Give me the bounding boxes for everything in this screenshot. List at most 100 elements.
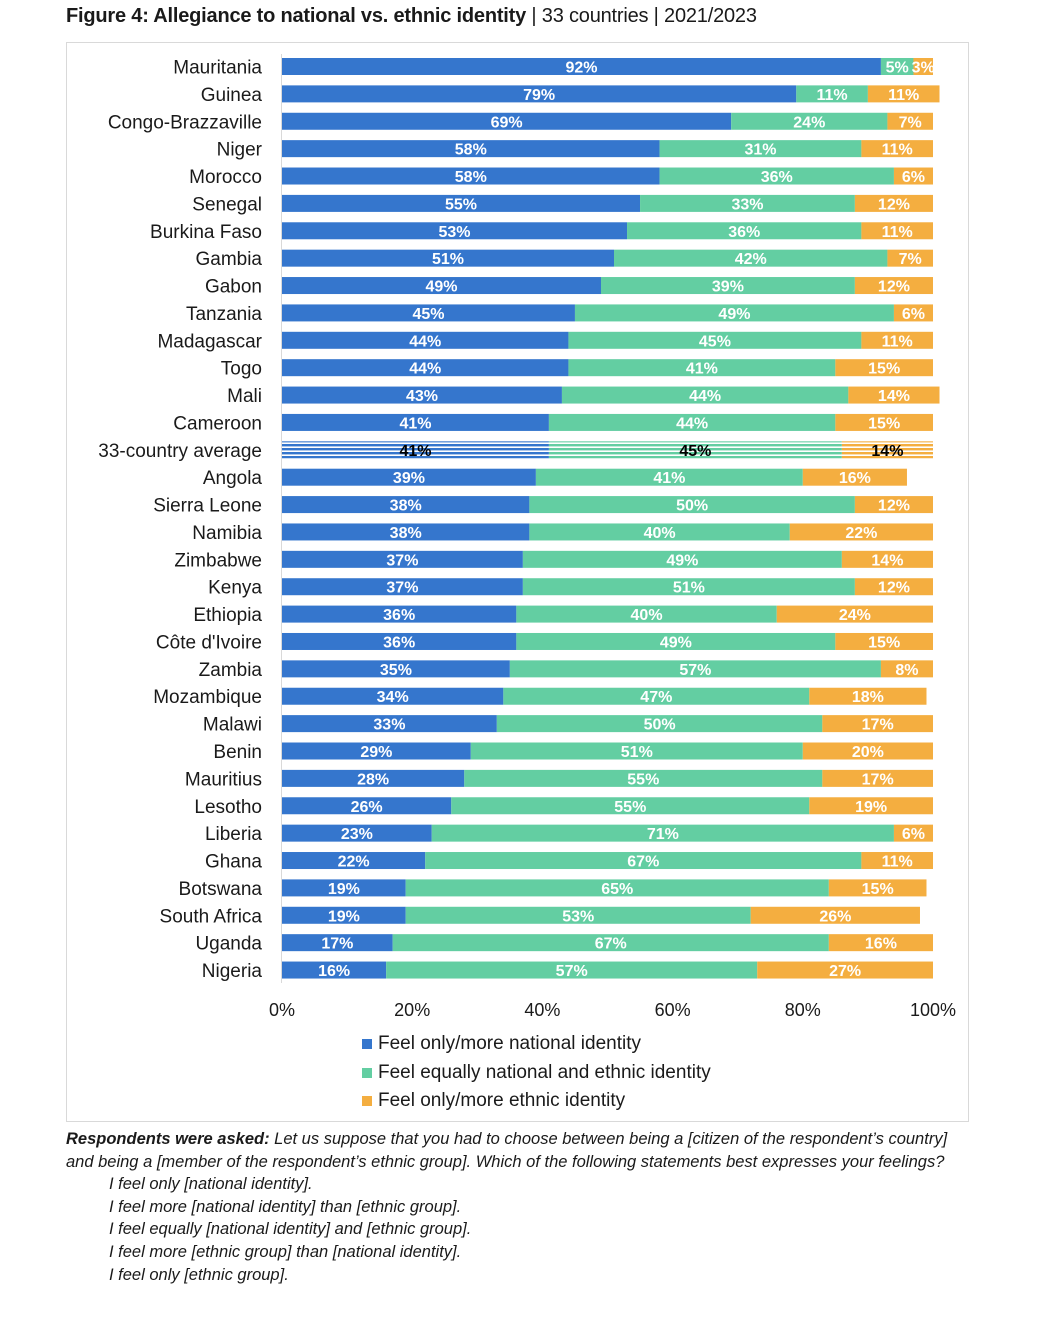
data-label: 14% bbox=[878, 388, 910, 405]
data-label: 51% bbox=[621, 744, 653, 761]
x-axis-ticks: 0% 20% 40% 60% 80% 100% bbox=[269, 1000, 956, 1020]
bar-segment-national bbox=[282, 578, 523, 596]
bar-segment-equal bbox=[522, 550, 842, 568]
bar-segment-national bbox=[282, 934, 393, 952]
note-option: I feel only [national identity]. bbox=[109, 1175, 313, 1194]
bar-segment-ethnic bbox=[893, 304, 933, 322]
data-label: 92% bbox=[565, 60, 597, 77]
bar-segment-ethnic bbox=[750, 906, 920, 924]
bar-segment-national bbox=[282, 879, 406, 897]
bar-segment-equal bbox=[464, 769, 823, 787]
bar-segment-national bbox=[282, 85, 797, 103]
data-label: 57% bbox=[556, 963, 588, 980]
bar-segment-ethnic bbox=[854, 578, 933, 596]
category-label: Cameroon bbox=[173, 413, 262, 434]
data-label: 35% bbox=[380, 662, 412, 679]
bar-segment-equal bbox=[529, 496, 855, 514]
category-label: Benin bbox=[213, 742, 262, 763]
note-option: I feel only [ethnic group]. bbox=[109, 1265, 289, 1284]
data-label: 58% bbox=[455, 142, 487, 159]
data-label: 31% bbox=[744, 142, 776, 159]
legend-swatch-ethnic bbox=[362, 1096, 372, 1107]
x-tick-label: 100% bbox=[910, 1000, 956, 1020]
data-label: 16% bbox=[865, 936, 897, 953]
bar-segment-equal bbox=[516, 632, 836, 650]
bar-segment-ethnic bbox=[848, 386, 940, 404]
bar-segment-national bbox=[282, 687, 504, 705]
data-label: 49% bbox=[425, 279, 457, 296]
data-label: 41% bbox=[653, 470, 685, 487]
category-labels: Mauritania Guinea Congo-Brazzaville Niger Mo… bbox=[98, 58, 262, 983]
bar-segment-equal bbox=[529, 523, 790, 541]
bar-segment-national bbox=[282, 632, 517, 650]
survey-question-note: Respondents were asked: Let us suppose t… bbox=[66, 1128, 976, 1286]
bar-segment-equal bbox=[796, 85, 868, 103]
bar-segment-national bbox=[282, 550, 523, 568]
bar-segment-national bbox=[282, 222, 628, 240]
bar-segment-equal bbox=[574, 304, 894, 322]
legend-item-ethnic: Feel only/more ethnic identity bbox=[362, 1087, 711, 1116]
data-label: 11% bbox=[882, 142, 913, 159]
category-label: Burkina Faso bbox=[150, 222, 262, 243]
bar-segment-equal bbox=[659, 140, 862, 158]
data-label: 29% bbox=[360, 744, 392, 761]
bar-segment-national bbox=[282, 797, 452, 815]
bar-segment-equal bbox=[731, 112, 888, 130]
legend-swatch-equal bbox=[362, 1067, 372, 1078]
data-label: 12% bbox=[878, 279, 910, 296]
data-label: 24% bbox=[839, 607, 871, 624]
bar-segment-ethnic bbox=[893, 167, 933, 185]
bar-segment-national bbox=[282, 824, 432, 842]
data-label: 49% bbox=[660, 634, 692, 651]
bar-segment-ethnic bbox=[893, 824, 933, 842]
category-label: Kenya bbox=[208, 578, 262, 599]
bar-segment-equal bbox=[614, 249, 888, 267]
data-label: 15% bbox=[868, 415, 900, 432]
figure-title: Figure 4: Allegiance to national vs. eth… bbox=[66, 5, 757, 28]
data-label: 15% bbox=[862, 881, 894, 898]
bar-segment-ethnic bbox=[867, 85, 940, 103]
x-tick-label: 20% bbox=[394, 1000, 430, 1020]
data-label: 12% bbox=[878, 196, 910, 213]
bar-segment-national bbox=[282, 249, 615, 267]
x-tick-label: 80% bbox=[785, 1000, 821, 1020]
category-label: Mali bbox=[227, 386, 262, 407]
category-label: Niger bbox=[217, 140, 263, 161]
category-label: Morocco bbox=[189, 167, 262, 188]
bar-segment-ethnic bbox=[841, 550, 933, 568]
data-label: 16% bbox=[318, 963, 350, 980]
category-label: South Africa bbox=[160, 906, 263, 927]
data-label: 40% bbox=[644, 525, 676, 542]
data-label: 18% bbox=[852, 689, 884, 706]
data-label: 11% bbox=[817, 87, 848, 104]
data-label: 45% bbox=[412, 306, 444, 323]
data-label: 33% bbox=[731, 196, 763, 213]
data-label: 55% bbox=[445, 196, 477, 213]
bar-segment-ethnic bbox=[854, 194, 933, 212]
bar-segment-national bbox=[282, 742, 471, 760]
category-label: Madagascar bbox=[157, 331, 262, 352]
data-label: 24% bbox=[793, 114, 825, 131]
category-label: Senegal bbox=[192, 194, 262, 215]
data-label: 15% bbox=[868, 634, 900, 651]
category-label: Gabon bbox=[205, 277, 262, 298]
data-label: 43% bbox=[406, 388, 438, 405]
data-label: 53% bbox=[438, 224, 470, 241]
bar-segment-national bbox=[282, 660, 510, 678]
data-label: 44% bbox=[409, 361, 441, 378]
bar-segment-national bbox=[282, 605, 517, 623]
data-label: 16% bbox=[839, 470, 871, 487]
bar-segment-national bbox=[282, 331, 569, 349]
bar-segment-national bbox=[282, 194, 641, 212]
data-label: 38% bbox=[390, 525, 422, 542]
bar-segment-national bbox=[282, 715, 497, 733]
x-tick-label: 60% bbox=[655, 1000, 691, 1020]
data-label: 41% bbox=[399, 443, 431, 460]
bar-segment-equal bbox=[600, 277, 855, 295]
category-label: Liberia bbox=[205, 824, 262, 845]
data-label: 67% bbox=[595, 936, 627, 953]
data-label: 42% bbox=[735, 251, 767, 268]
data-label: 5% bbox=[886, 60, 909, 77]
bar-segment-national bbox=[282, 386, 562, 404]
data-label: 36% bbox=[728, 224, 760, 241]
